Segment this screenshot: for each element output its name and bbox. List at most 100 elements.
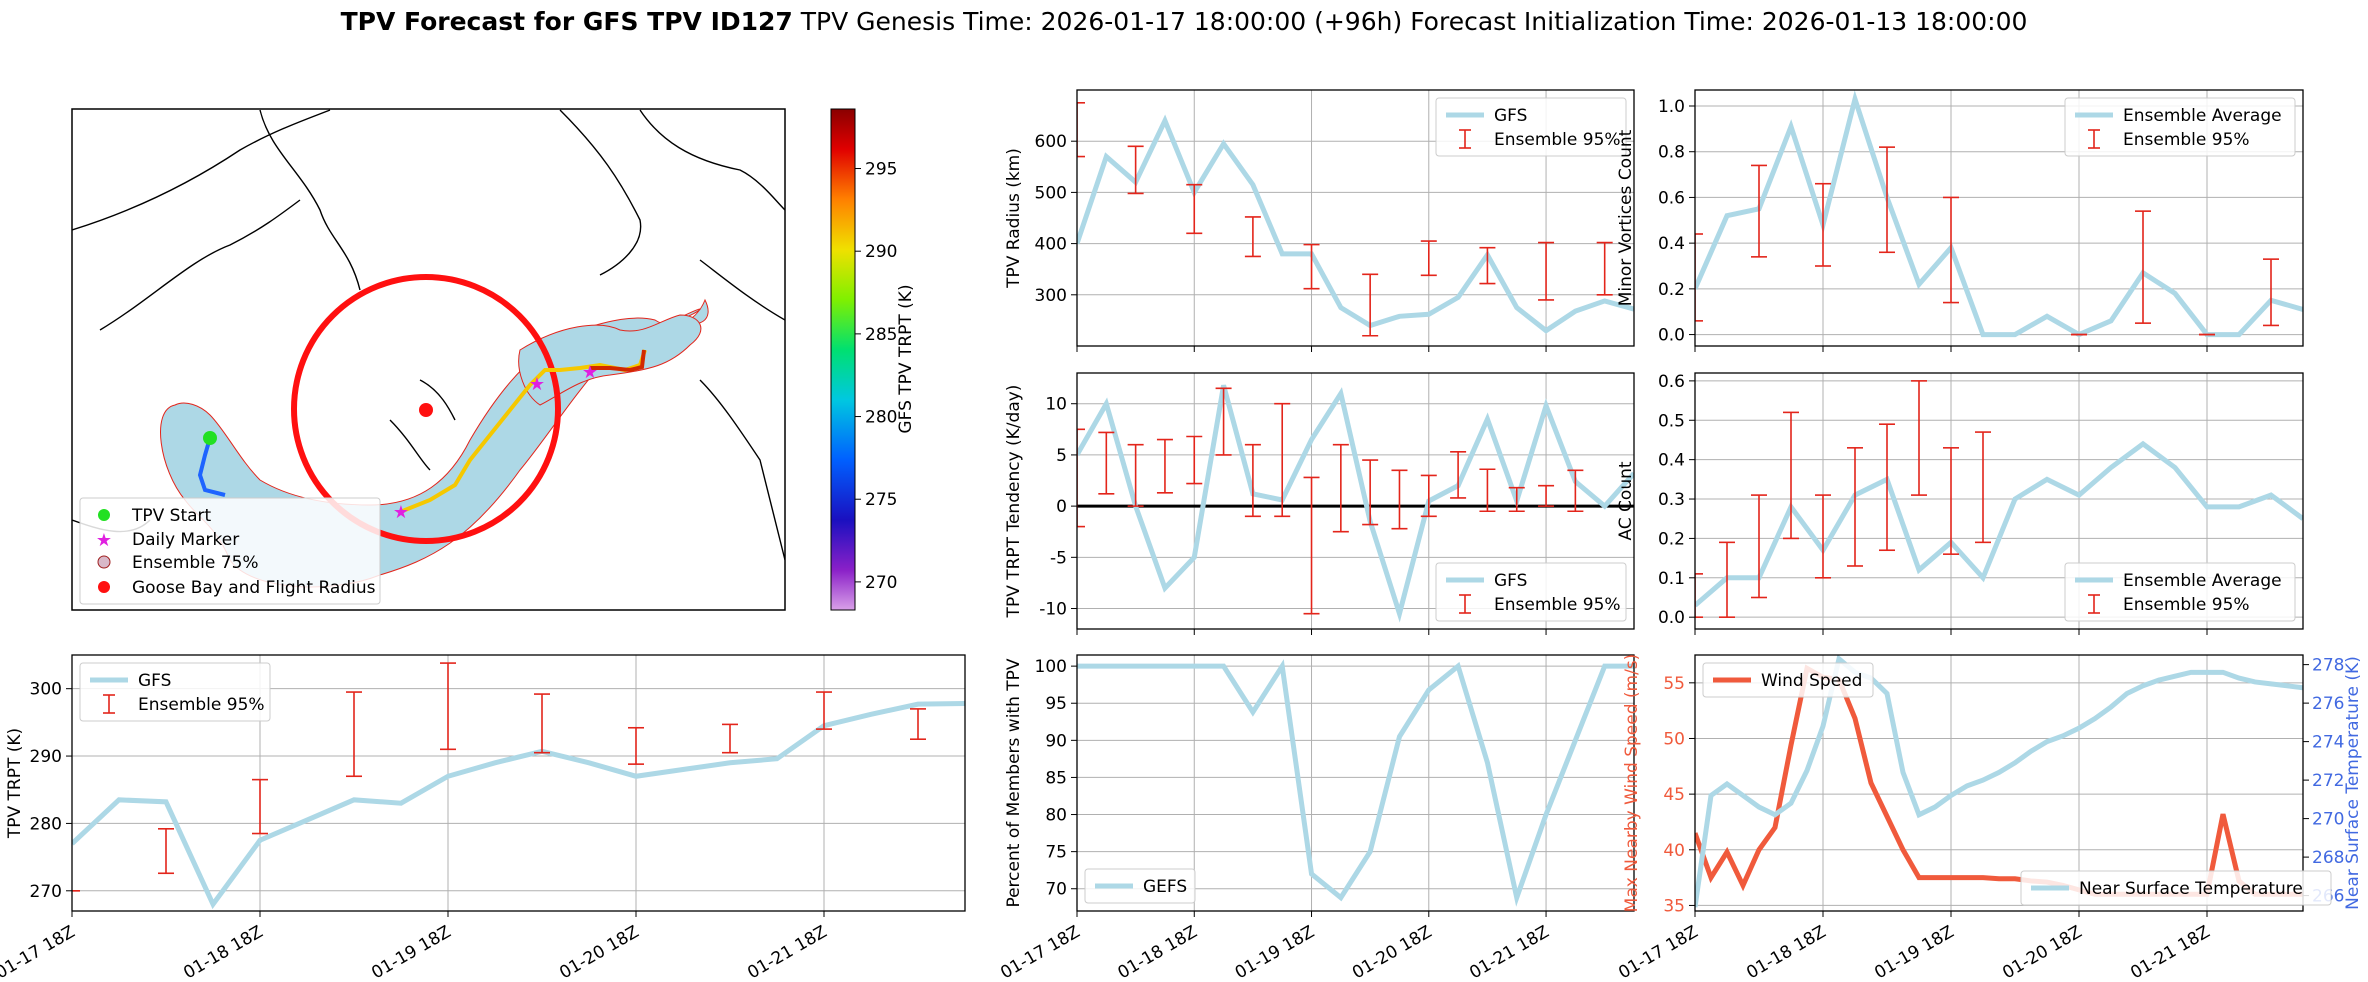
y-tick-label: 270 [30, 882, 62, 902]
legend-label: Ensemble 95% [1494, 595, 1621, 615]
error-bar [1751, 164, 1767, 258]
error-bar [1420, 240, 1437, 277]
x-tick-label: 01-21 18Z [1466, 922, 1552, 982]
y-tick-label: 10 [1045, 395, 1067, 415]
x-tick-label: 01-18 18Z [1743, 922, 1829, 982]
y-right-tick-label: 278 [2312, 656, 2344, 676]
error-bar [816, 691, 832, 730]
tpv-start-marker [203, 431, 217, 445]
x-tick-label: 01-17 18Z [0, 922, 79, 982]
legend-label: Ensemble 95% [2123, 130, 2250, 150]
error-bar [628, 726, 644, 765]
y-tick-label: 0.6 [1658, 188, 1685, 208]
y-tick-label: 0.2 [1658, 280, 1685, 300]
legend: Near Surface Temperature [2020, 870, 2332, 906]
error-bar [252, 778, 268, 835]
y-tick-label: 0.4 [1658, 451, 1685, 471]
error-bar [158, 828, 174, 875]
error-bar [1186, 183, 1203, 235]
error-bar [1303, 476, 1320, 615]
colorbar-label: GFS TPV TRPT (K) [896, 284, 916, 433]
series-line [1077, 384, 1634, 623]
y-axis-label: TPV TRPT Tendency (K/day) [1004, 385, 1024, 619]
error-bar [910, 708, 926, 741]
y-tick-label: 55 [1663, 674, 1685, 694]
legend: Ensemble Average Ensemble 95% [2064, 562, 2296, 622]
error-bar [1186, 435, 1203, 485]
legend-label: GFS [138, 671, 171, 691]
x-tick-label: 01-18 18Z [180, 922, 266, 982]
error-bar [1508, 486, 1525, 513]
axes-frame [1694, 372, 2304, 630]
legend: GFS Ensemble 95% [1435, 562, 1627, 622]
error-bar [1362, 459, 1379, 526]
y-tick-label: 500 [1035, 183, 1067, 203]
legend: GFS Ensemble 95% [1435, 97, 1627, 157]
y-tick-label: 0 [1056, 497, 1067, 517]
y-tick-label: 95 [1045, 694, 1067, 714]
series-line [1695, 90, 2303, 338]
legend-label: Wind Speed [1761, 671, 1862, 691]
x-tick-label: 01-21 18Z [744, 922, 830, 982]
y-axis-label: Max Nearby Wind Speed (m/s) [1622, 654, 1642, 913]
y-tick-label: 280 [30, 814, 62, 834]
axes-frame [1076, 654, 1635, 912]
x-tick-label: 01-19 18Z [368, 922, 454, 982]
y-tick-label: 80 [1045, 806, 1067, 826]
error-bar [440, 662, 456, 751]
axes-frame [1076, 89, 1635, 347]
error-bar [1303, 243, 1320, 290]
error-bar [1538, 241, 1555, 301]
colorbar-tick-label: 295 [865, 160, 897, 180]
y-tick-label: 0.4 [1658, 234, 1685, 254]
y-tick-label: 50 [1663, 729, 1685, 749]
error-bar [1362, 273, 1379, 337]
y-tick-label: -10 [1039, 600, 1067, 620]
tpv-radius-chart: 300 400 500 600 TPV Radius (km) GFS Ensemble 9… [1004, 89, 1635, 352]
plot-content [1077, 102, 1634, 337]
daily-marker: ★ [529, 374, 545, 395]
wind-temperature-chart: 3540455055266268270272274276278Near Surf… [1615, 654, 2363, 982]
plot-content [1695, 380, 2303, 618]
y-tick-label: 45 [1663, 785, 1685, 805]
y-tick-label: 0.8 [1658, 143, 1685, 163]
y-tick-label: 85 [1045, 768, 1067, 788]
ensemble-75-east [518, 314, 702, 406]
y-axis-label: Percent of Members with TPV [1004, 658, 1024, 907]
error-bar [346, 691, 362, 778]
plot-area [1695, 655, 2303, 911]
error-bar [1695, 573, 1703, 618]
y-axis-label: AC Count [1616, 461, 1636, 540]
error-bar [1911, 380, 1927, 496]
flight-radius-circle [291, 274, 561, 544]
y-tick-label: 290 [30, 747, 62, 767]
legend-ensemble-75: Ensemble 75% [132, 553, 259, 573]
legend-label: GFS [1494, 571, 1527, 591]
y-tick-label: 1.0 [1658, 97, 1685, 117]
error-bar [534, 693, 550, 754]
x-tick-label: 01-19 18Z [1871, 922, 1957, 982]
error-bar [1943, 196, 1959, 304]
y-tick-label: 0.2 [1658, 529, 1685, 549]
error-bar [1975, 431, 1991, 544]
axes-frame [71, 654, 966, 912]
error-bar [1943, 447, 1959, 555]
daily-marker-legend-icon: ★ [96, 530, 112, 551]
error-bar [1815, 182, 1831, 267]
plot-content [72, 662, 965, 910]
y-tick-label: 40 [1663, 841, 1685, 861]
error-bar [1538, 484, 1555, 507]
tpv-start-legend-icon [98, 509, 110, 521]
error-bar [2135, 210, 2151, 324]
legend: Wind Speed [1702, 662, 1874, 698]
axes-frame [1694, 654, 2304, 912]
figure-title: TPV Forecast for GFS TPV ID127 TPV Genes… [341, 7, 2028, 36]
error-bar [1098, 431, 1115, 495]
y-tick-label: 0.0 [1658, 608, 1685, 628]
percent-members-chart: 70 75 80 85 90 95 100 01-17 18Z 01-18 18Z 01-19 1… [997, 654, 1635, 982]
legend-goose-bay: Goose Bay and Flight Radius [132, 578, 376, 598]
legend-label: Ensemble 95% [2123, 595, 2250, 615]
goose-bay-legend-icon [98, 581, 110, 593]
y-tick-label: 400 [1035, 235, 1067, 255]
error-bar [1567, 469, 1584, 513]
